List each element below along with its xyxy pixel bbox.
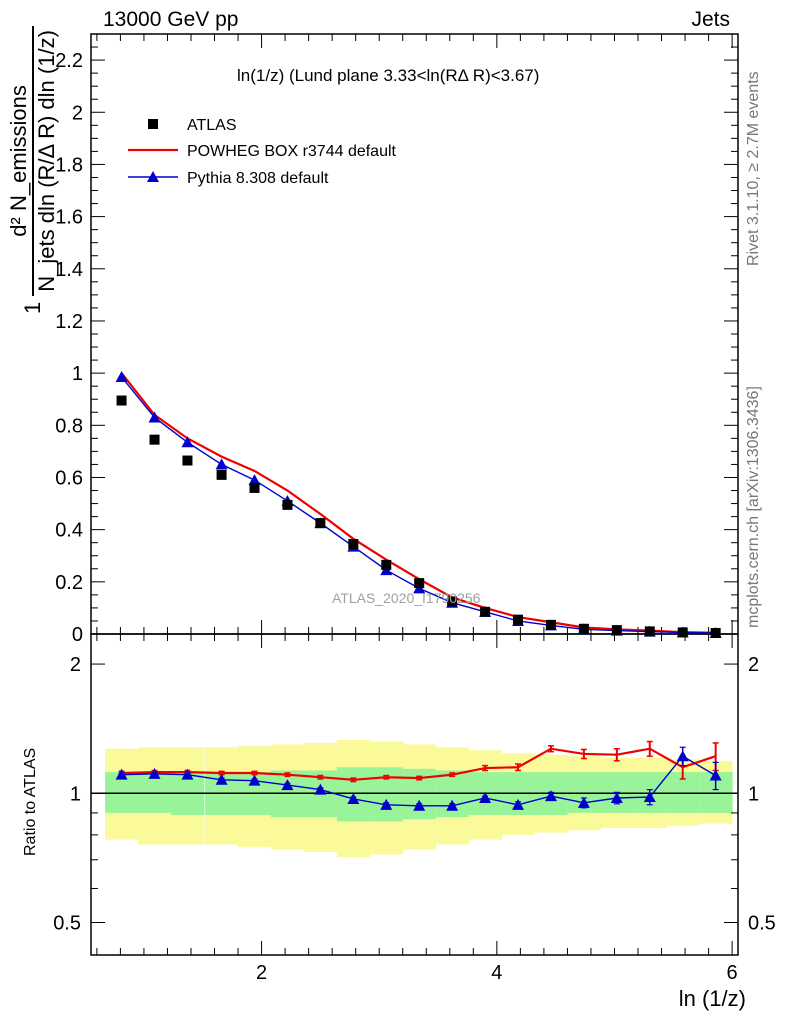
y-axis-label-denominator: N_jets dln (R/Δ R) dln (1/z) <box>32 26 60 296</box>
main-y-tick-label: 1 <box>72 363 83 385</box>
ratio-y-tick-label-right: 1 <box>748 783 759 805</box>
ratio-pythia-point <box>248 774 261 786</box>
pythia-point <box>181 436 194 448</box>
ratio-y-tick-label: 0.5 <box>53 912 81 934</box>
ratio-y-tick-label: 1 <box>70 783 81 805</box>
ratio-pythia-point <box>380 798 393 810</box>
atlas-data-point <box>149 434 160 445</box>
main-y-tick-label: 0.6 <box>55 467 83 489</box>
y-axis-label-numerator: d² N_emissions <box>6 85 31 237</box>
mcplots-url-label: mcplots.cern.ch [arXiv:1306.3436] <box>745 386 762 628</box>
ratio-x-tick-label: 2 <box>256 962 267 984</box>
atlas-data-point <box>414 578 425 589</box>
atlas-data-point <box>710 627 721 638</box>
y-axis-label-one: 1 <box>20 301 45 314</box>
atlas-data-point <box>348 539 359 549</box>
atlas-data-point <box>182 455 193 466</box>
atlas-data-point <box>447 596 458 607</box>
y-axis-label-fraction: d² N_emissions N_jets dln (R/Δ R) dln (1… <box>6 26 60 296</box>
atlas-data-point <box>282 499 293 510</box>
ratio-pythia-point <box>512 798 525 810</box>
main-y-tick-label: 0.4 <box>55 520 83 542</box>
ratio-pythia-point <box>181 768 194 780</box>
ratio-pythia-point <box>347 792 360 804</box>
atlas-data-point <box>480 606 491 617</box>
ratio-pythia-point <box>479 792 492 804</box>
atlas-data-point <box>315 518 326 529</box>
atlas-data-point <box>578 623 589 634</box>
analysis-watermark: ATLAS_2020_I1790256 <box>332 590 481 606</box>
ratio-y-tick-label-right: 2 <box>748 654 759 676</box>
main-y-tick-label: 2 <box>72 102 83 124</box>
ratio-pythia-point <box>148 767 161 779</box>
rivet-events-label: Rivet 3.1.10, ≥ 2.7M events <box>745 71 762 266</box>
ratio-pythia-point <box>544 790 557 802</box>
x-axis-label: ln (1/z) <box>678 986 746 1011</box>
atlas-data-point <box>216 469 227 480</box>
atlas-data-point <box>545 619 556 630</box>
ratio-plot-frame <box>90 633 739 956</box>
legend-atlas-label: ATLAS <box>187 117 237 134</box>
main-y-tick-label: 1.2 <box>55 311 83 333</box>
ratio-pythia-point <box>676 750 689 762</box>
ratio-pythia-point <box>314 783 327 795</box>
ratio-pythia-point <box>215 773 228 785</box>
pythia-point <box>115 371 128 383</box>
atlas-data-point <box>644 626 655 637</box>
pythia-point <box>215 458 228 470</box>
pythia-point <box>248 474 261 486</box>
ratio-pythia-point <box>446 799 459 811</box>
ratio-pythia-point <box>610 792 623 804</box>
legend-pythia-marker <box>147 171 159 182</box>
atlas-data-point <box>611 625 622 636</box>
ratio-y-axis-label: Ratio to ATLAS <box>22 747 39 856</box>
main-y-tick-label: 0 <box>72 624 83 646</box>
header-process-label: Jets <box>691 8 730 31</box>
legend-powheg-label: POWHEG BOX r3744 default <box>187 143 397 160</box>
main-y-tick-label: 0.8 <box>55 415 83 437</box>
ratio-x-tick-label: 6 <box>727 962 738 984</box>
plot-title: ln(1/z) (Lund plane 3.33<ln(RΔ R)<3.67) <box>237 66 540 85</box>
ratio-x-tick-label: 4 <box>491 962 502 984</box>
pythia-point <box>148 411 161 423</box>
atlas-data-point <box>513 614 524 625</box>
atlas-data-point <box>116 395 127 406</box>
ratio-pythia-point <box>115 768 128 780</box>
ratio-y-tick-label-right: 0.5 <box>748 912 776 934</box>
main-y-tick-label: 2.2 <box>55 50 83 72</box>
main-y-tick-label: 1.6 <box>55 207 83 229</box>
main-y-tick-label: 0.2 <box>55 572 83 594</box>
header-energy-label: 13000 GeV pp <box>103 8 239 31</box>
legend-pythia-label: Pythia 8.308 default <box>187 170 329 187</box>
ratio-pythia-point <box>577 796 590 808</box>
atlas-data-point <box>677 627 688 638</box>
ratio-y-tick-label: 2 <box>70 654 81 676</box>
ratio-pythia-point <box>413 799 426 811</box>
main-y-tick-label: 1.8 <box>55 154 83 176</box>
ratio-pythia-point <box>281 779 294 791</box>
legend-atlas-marker <box>148 119 158 129</box>
atlas-data-point <box>381 559 392 570</box>
main-y-tick-label: 1.4 <box>55 259 83 281</box>
ratio-pythia-point <box>643 791 656 803</box>
main-y-axis-label: 1 d² N_emissions N_jets dln (R/Δ R) dln … <box>6 26 60 314</box>
ratio-pythia-point <box>709 769 722 781</box>
atlas-data-point <box>249 482 260 493</box>
